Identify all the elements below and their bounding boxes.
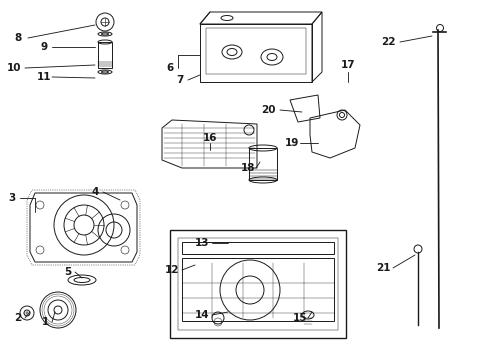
Text: 10: 10 [7, 63, 21, 73]
Bar [182, 242, 333, 254]
Text: 17: 17 [340, 60, 355, 70]
Text: 18: 18 [240, 163, 255, 173]
Text: 13: 13 [194, 238, 209, 248]
Bar [178, 238, 337, 330]
Text: 6: 6 [166, 63, 173, 73]
Text: 4: 4 [91, 187, 99, 197]
Bar [205, 28, 305, 74]
Text: 21: 21 [375, 263, 389, 273]
Text: 2: 2 [14, 313, 21, 323]
Text: 9: 9 [41, 42, 47, 52]
Text: 20: 20 [260, 105, 275, 115]
Text: 11: 11 [37, 72, 51, 82]
Bar [248, 148, 276, 180]
Text: 1: 1 [41, 317, 48, 327]
Text: 3: 3 [8, 193, 16, 203]
Bar [98, 42, 112, 68]
Text: 16: 16 [203, 133, 217, 143]
Text: 19: 19 [284, 138, 299, 148]
Text: 5: 5 [64, 267, 71, 277]
Bar [170, 230, 346, 338]
Bar [182, 258, 333, 321]
Text: 7: 7 [176, 75, 183, 85]
Text: 22: 22 [380, 37, 394, 47]
Text: 8: 8 [14, 33, 21, 43]
Text: 14: 14 [194, 310, 209, 320]
Text: 12: 12 [164, 265, 179, 275]
Text: 15: 15 [292, 313, 306, 323]
